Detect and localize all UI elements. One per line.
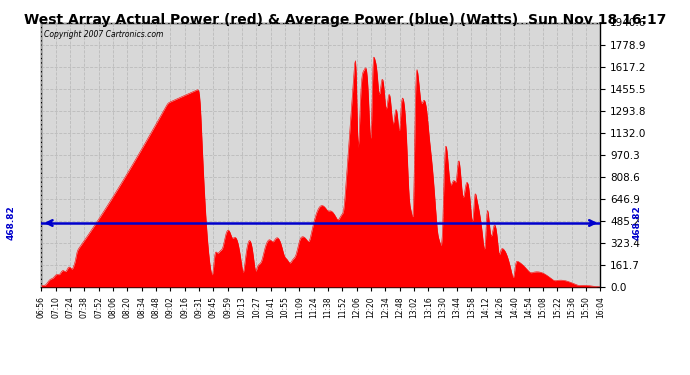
Text: West Array Actual Power (red) & Average Power (blue) (Watts)  Sun Nov 18 16:17: West Array Actual Power (red) & Average … bbox=[24, 13, 666, 27]
Text: Copyright 2007 Cartronics.com: Copyright 2007 Cartronics.com bbox=[44, 30, 164, 39]
Text: 468.82: 468.82 bbox=[632, 206, 641, 240]
Text: 468.82: 468.82 bbox=[6, 206, 15, 240]
